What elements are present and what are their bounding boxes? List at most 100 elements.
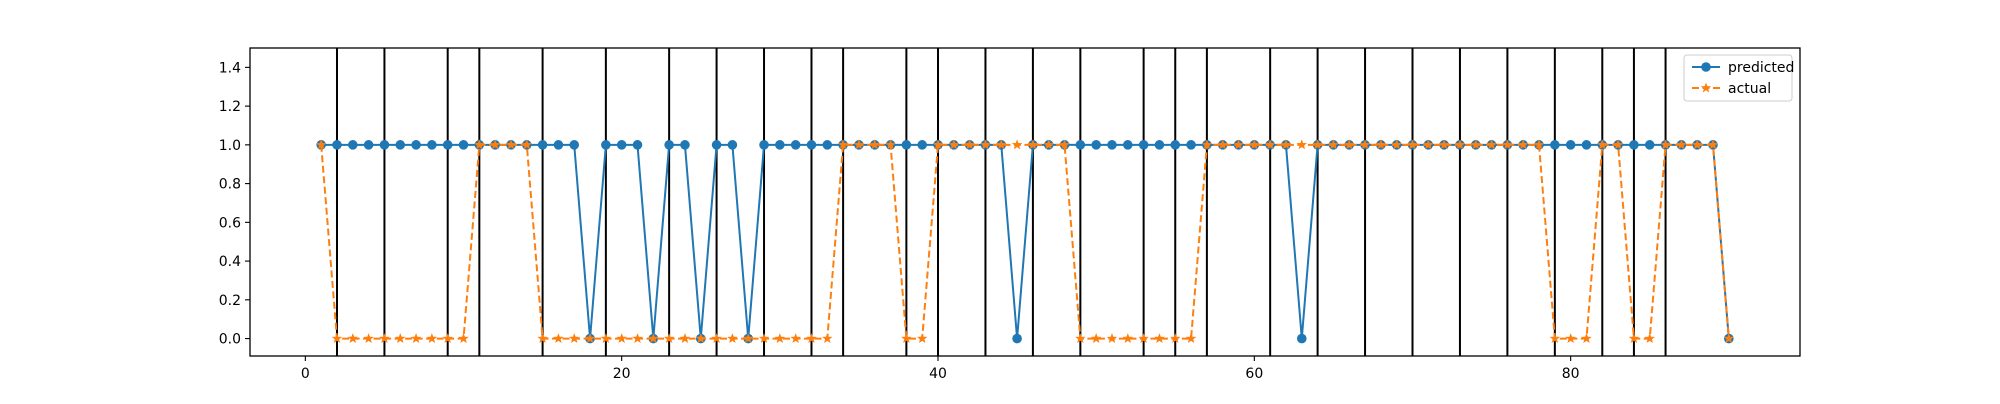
data-point-actual	[1454, 139, 1466, 150]
data-point-predicted	[806, 140, 817, 150]
y-tick-label: 0.4	[219, 254, 241, 270]
data-point-actual	[1280, 139, 1292, 150]
data-point-actual	[395, 333, 406, 344]
data-point-actual	[1486, 139, 1497, 150]
data-point-actual	[1691, 139, 1703, 150]
data-point-predicted	[1296, 333, 1307, 344]
data-point-actual	[331, 333, 343, 344]
data-point-actual	[426, 333, 438, 344]
data-point-actual	[1185, 333, 1197, 344]
data-point-actual	[980, 139, 991, 150]
data-point-actual	[1249, 139, 1260, 150]
data-point-actual	[727, 333, 738, 344]
x-tick-label: 0	[301, 366, 310, 382]
data-point-predicted	[664, 140, 674, 150]
data-point-predicted	[1186, 140, 1196, 150]
data-point-actual	[1502, 139, 1513, 150]
data-point-actual	[1549, 333, 1561, 344]
data-point-actual	[1154, 333, 1165, 344]
data-point-actual	[363, 333, 374, 344]
legend-label-predicted: predicted	[1728, 60, 1794, 76]
legend-marker-actual	[1700, 82, 1712, 93]
legend-label-actual: actual	[1728, 81, 1771, 97]
data-point-actual	[553, 333, 564, 344]
y-tick-label: 1.2	[219, 99, 241, 115]
data-point-actual	[1217, 139, 1228, 150]
data-point-actual	[410, 333, 422, 344]
data-point-actual	[1644, 333, 1655, 344]
legend-marker-predicted	[1701, 62, 1711, 72]
data-point-actual	[632, 333, 643, 344]
data-point-actual	[1233, 139, 1244, 150]
data-point-actual	[964, 139, 975, 150]
y-tick-label: 0.2	[219, 293, 241, 309]
data-point-actual	[1359, 139, 1371, 150]
data-point-actual	[695, 333, 706, 344]
data-point-predicted	[1644, 140, 1655, 150]
data-point-actual	[1328, 139, 1339, 150]
data-point-actual	[1517, 139, 1529, 150]
vertical-lines	[335, 48, 1667, 356]
data-point-actual	[1170, 333, 1181, 344]
data-point-actual	[379, 333, 390, 344]
data-point-predicted	[411, 140, 421, 150]
data-point-actual	[663, 333, 675, 344]
data-point-actual	[1407, 139, 1418, 150]
data-point-actual	[1106, 333, 1118, 344]
data-point-predicted	[616, 140, 627, 150]
data-point-actual	[474, 139, 485, 150]
data-point-actual	[1723, 333, 1735, 344]
data-point-predicted	[553, 140, 564, 150]
data-point-actual	[1660, 139, 1671, 150]
data-point-actual	[347, 333, 359, 344]
data-point-actual	[1344, 139, 1355, 150]
data-point-predicted	[1550, 140, 1560, 150]
data-point-predicted	[363, 140, 374, 150]
data-point-actual	[1043, 139, 1054, 150]
data-point-actual	[1011, 139, 1023, 150]
data-point-actual	[1027, 139, 1039, 150]
data-point-actual	[537, 333, 548, 344]
data-point-actual	[885, 139, 896, 150]
data-point-actual	[869, 139, 880, 150]
data-point-actual	[1312, 139, 1323, 150]
data-point-actual	[901, 333, 912, 344]
data-point-actual	[505, 139, 517, 150]
data-point-predicted	[822, 140, 833, 150]
data-point-actual	[853, 139, 865, 150]
series-layer	[315, 139, 1735, 344]
data-point-actual	[774, 333, 786, 344]
data-point-actual	[616, 333, 627, 344]
legend: predicted actual	[1683, 54, 1794, 102]
data-point-actual	[790, 333, 801, 344]
data-point-predicted	[711, 140, 722, 150]
data-point-predicted	[727, 140, 738, 150]
data-point-actual	[742, 333, 754, 344]
data-point-actual	[711, 333, 722, 344]
data-point-actual	[996, 139, 1007, 150]
data-point-actual	[1375, 139, 1387, 150]
data-point-actual	[1565, 333, 1576, 344]
data-point-actual	[442, 333, 453, 344]
data-point-actual	[1075, 333, 1086, 344]
data-point-predicted	[601, 140, 611, 150]
data-point-predicted	[1075, 140, 1086, 150]
data-point-actual	[1676, 139, 1687, 150]
data-point-predicted	[680, 140, 690, 150]
data-point-predicted	[1123, 140, 1133, 150]
data-point-predicted	[759, 140, 769, 150]
data-point-predicted	[379, 140, 390, 150]
y-tick-label: 0.6	[219, 215, 241, 231]
plot-frame	[249, 47, 1801, 357]
data-point-actual	[948, 139, 960, 150]
data-point-predicted	[917, 140, 927, 150]
data-point-actual	[916, 333, 928, 344]
data-point-actual	[1438, 139, 1450, 150]
data-point-actual	[1628, 333, 1640, 344]
data-point-actual	[1201, 139, 1213, 150]
data-point-actual	[1138, 333, 1149, 344]
x-tick-label: 80	[1562, 366, 1580, 382]
y-tick-label: 1.4	[219, 60, 241, 76]
